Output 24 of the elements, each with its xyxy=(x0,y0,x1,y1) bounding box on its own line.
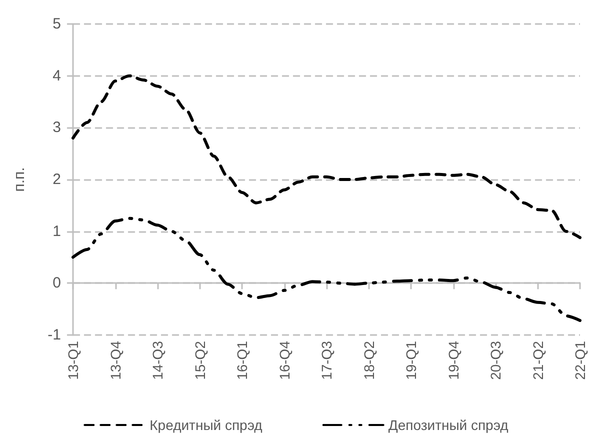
x-tick-label: 17-Q3 xyxy=(318,340,334,380)
y-tick-label: 3 xyxy=(52,119,61,136)
x-tick-label: 13-Q4 xyxy=(107,340,124,380)
x-tick-label: 15-Q2 xyxy=(192,340,208,380)
y-tick-label: 1 xyxy=(52,222,61,240)
y-tick-label: 5 xyxy=(52,16,61,32)
x-tick-label: 20-Q3 xyxy=(488,340,504,380)
x-tick-label: 19-Q1 xyxy=(403,340,419,380)
legend-label: Кредитный спрэд xyxy=(150,417,262,433)
x-tick-label: 21-Q2 xyxy=(530,340,546,380)
x-tick-label: 19-Q4 xyxy=(445,340,462,380)
line-series xyxy=(72,74,582,240)
y-axis-title: п.п. xyxy=(11,167,28,192)
y-tick-label: 4 xyxy=(52,67,61,84)
legend-label: Депозитный спрэд xyxy=(388,417,508,433)
x-tick-label: 18-Q2 xyxy=(360,340,377,380)
y-tick-label: 0 xyxy=(52,274,61,292)
x-tick-label: 16-Q4 xyxy=(276,340,292,380)
x-tick-label: 16-Q1 xyxy=(234,340,250,380)
x-tick-label: 22-Q1 xyxy=(572,340,588,380)
y-tick-label: 2 xyxy=(52,171,61,188)
x-tick-label: 14-Q3 xyxy=(150,340,166,380)
x-tick-label: 13-Q1 xyxy=(65,340,81,380)
y-tick-label: -1 xyxy=(48,326,61,344)
